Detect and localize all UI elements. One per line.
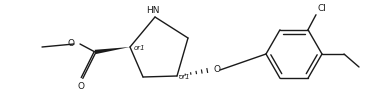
Text: HN: HN [146, 6, 160, 15]
Text: or1: or1 [179, 74, 191, 80]
Text: O: O [68, 40, 75, 48]
Text: O: O [78, 82, 84, 91]
Text: or1: or1 [134, 45, 146, 51]
Polygon shape [95, 47, 130, 54]
Text: Cl: Cl [317, 4, 326, 13]
Text: O: O [213, 66, 220, 74]
